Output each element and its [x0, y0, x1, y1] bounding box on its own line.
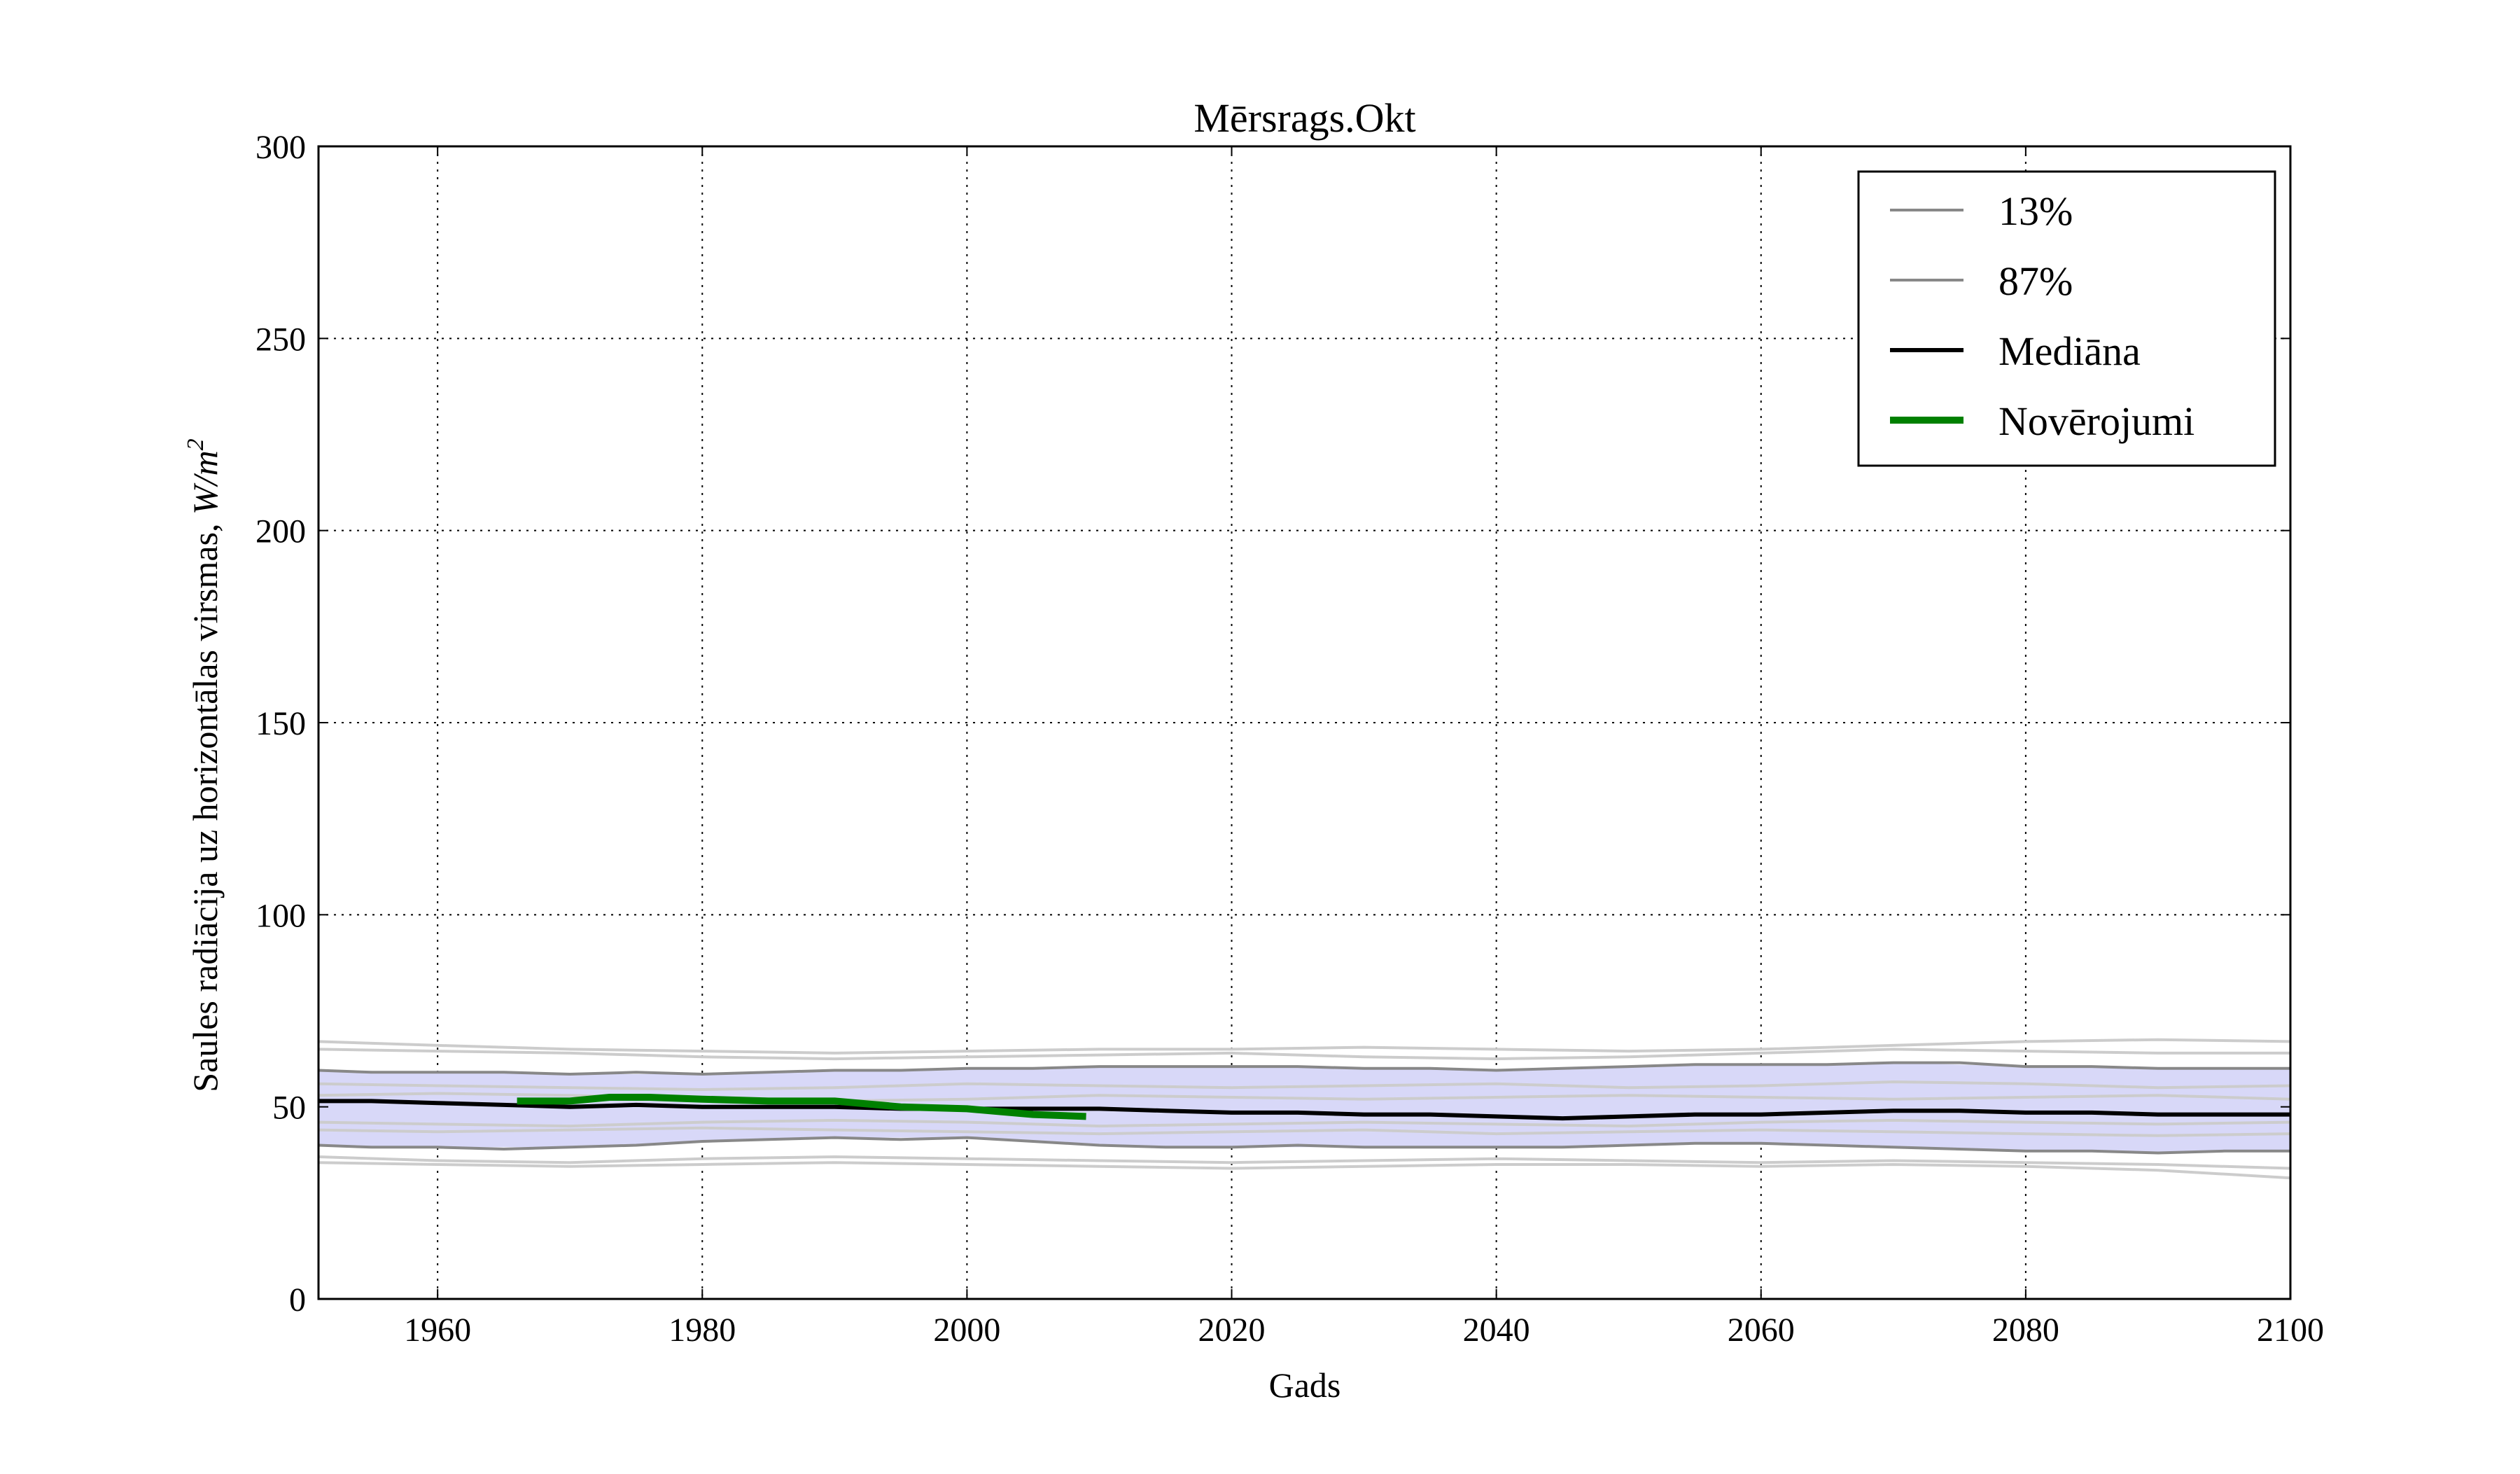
y-tick-label-200: 200 [255, 513, 306, 550]
series-observations [517, 1094, 1086, 1120]
x-tick-label-1980: 1980 [668, 1312, 736, 1349]
legend-item-median-label: Mediāna [1998, 328, 2141, 374]
legend-item-13-percent-label: 13% [1998, 188, 2073, 234]
ensemble-line-3 [318, 1080, 2291, 1091]
series-13-percent [318, 1136, 2290, 1155]
x-tick-label-2020: 2020 [1198, 1312, 1266, 1349]
percentile-band-area [318, 1062, 2290, 1153]
x-tick-label-2000: 2000 [933, 1312, 1000, 1349]
x-tick-label-2040: 2040 [1463, 1312, 1530, 1349]
y-tick-label-0: 0 [289, 1281, 306, 1319]
y-tick-label-100: 100 [255, 897, 306, 934]
y-axis-label-unit: W/m [186, 450, 225, 515]
legend-item-87-percent-label: 87% [1998, 258, 2073, 304]
y-tick-label-50: 50 [272, 1090, 306, 1127]
tick-marks [318, 146, 2291, 1300]
series-median [318, 1099, 2290, 1121]
y-axis-label-text: Saules radiācija uz horizontālas virsmas… [186, 523, 225, 1092]
ensemble-line-1 [318, 1038, 2291, 1055]
y-axis-label-unit-exponent: 2 [183, 438, 209, 450]
y-tick-label-250: 250 [255, 321, 306, 358]
ensemble-line-2 [318, 1048, 2290, 1061]
ensemble-line-6 [318, 1126, 2291, 1137]
y-axis-label: Saules radiācija uz horizontālas virsmas… [183, 438, 225, 1092]
tick-labels: 1960 1980 2000 2020 2040 2060 2080 2100 0 50 100 15… [255, 129, 2324, 1349]
ensemble-line-5 [318, 1118, 2291, 1128]
x-axis-label: Gads [1269, 1365, 1341, 1405]
chart-title: Mērsrags.Okt [1194, 95, 1415, 141]
y-tick-label-300: 300 [255, 129, 306, 166]
x-tick-label-1960: 1960 [404, 1312, 471, 1349]
legend-item-observations-label: Novērojumi [1998, 398, 2194, 444]
x-tick-label-2060: 2060 [1728, 1312, 1795, 1349]
ensemble-line-7 [318, 1155, 2291, 1170]
x-tick-label-2100: 2100 [2257, 1312, 2324, 1349]
y-tick-label-150: 150 [255, 705, 306, 742]
series-87-percent [318, 1061, 2290, 1076]
ensemble-line-8 [318, 1161, 2291, 1180]
percentile-band [318, 1062, 2290, 1153]
x-tick-label-2080: 2080 [1992, 1312, 2059, 1349]
legend: 13% 87% Mediāna Novērojumi [1857, 170, 2276, 467]
series-lines [318, 1061, 2290, 1155]
